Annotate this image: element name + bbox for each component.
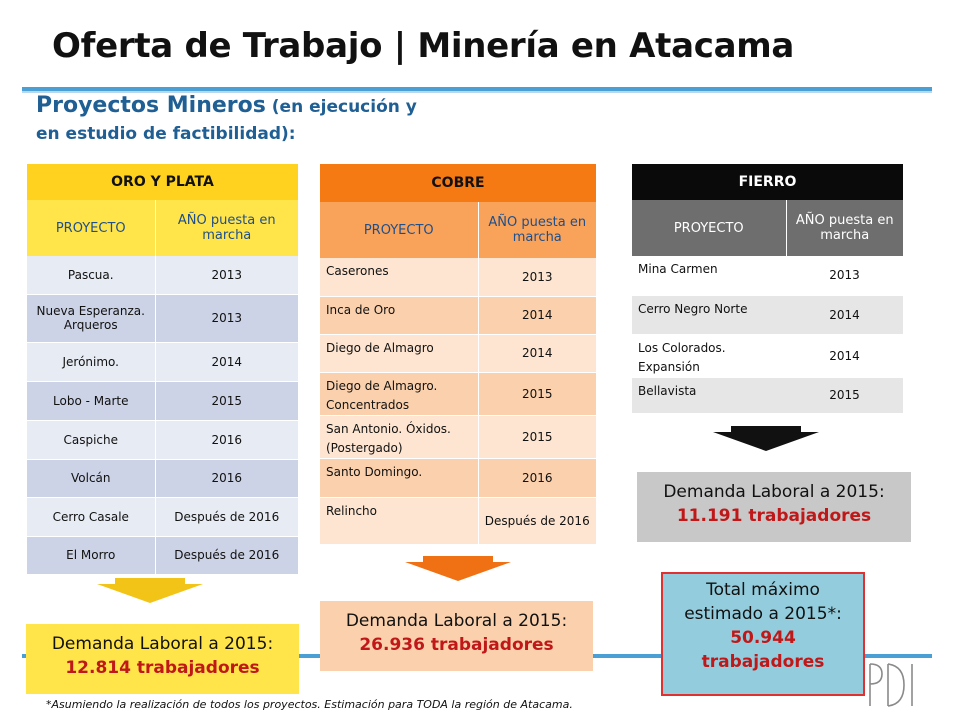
pdi-logo-icon <box>869 663 913 707</box>
project-year: 2015 <box>478 415 597 459</box>
project-year: 2014 <box>786 334 903 378</box>
fierro-demand-box: Demanda Laboral a 2015: 11.191 trabajado… <box>637 472 911 542</box>
cobre-header: COBRE <box>320 164 597 202</box>
cobre-down-arrow-icon <box>405 556 511 581</box>
project-name: Pascua. <box>27 256 156 295</box>
table-row: Mina Carmen 2013 <box>632 256 903 296</box>
oro-plata-header: ORO Y PLATA <box>27 164 299 200</box>
table-row: Diego de Almagro. Concentrados 2015 <box>320 372 597 416</box>
project-name: Nueva Esperanza. Arqueros <box>27 294 156 343</box>
title-divider <box>22 87 932 91</box>
oro-demand-label: Demanda Laboral a 2015: <box>51 634 274 654</box>
project-year: 2016 <box>478 458 597 498</box>
table-row: Volcán 2016 <box>27 459 299 498</box>
page-title: Oferta de Trabajo | Minería en Atacama <box>52 26 794 66</box>
project-year: 2013 <box>478 258 597 297</box>
oro-demand-value: 12.814 trabajadores <box>65 658 260 678</box>
project-year: 2014 <box>786 295 903 335</box>
project-year: 2015 <box>786 377 903 414</box>
project-name: Cerro Negro Norte <box>632 295 786 335</box>
table-row: Jerónimo. 2014 <box>27 342 299 382</box>
project-name: Volcán <box>27 459 156 498</box>
project-year: 2015 <box>155 381 299 421</box>
table-row: Diego de Almagro 2014 <box>320 334 597 373</box>
project-year: Después de 2016 <box>155 497 299 537</box>
project-name: Caspiche <box>27 420 156 460</box>
subtitle-line2: en estudio de factibilidad): <box>36 124 296 144</box>
footnote: *Asumiendo la realización de todos los p… <box>46 698 573 711</box>
table-row: Cerro Casale Después de 2016 <box>27 497 299 537</box>
cobre-table: COBRE PROYECTO AÑO puesta en marcha Case… <box>320 164 597 545</box>
oro-plata-table: ORO Y PLATA PROYECTO AÑO puesta en march… <box>27 164 299 575</box>
subtitle-main: Proyectos Mineros <box>36 93 266 118</box>
table-row: Nueva Esperanza. Arqueros 2013 <box>27 294 299 343</box>
fierro-down-arrow-icon <box>713 426 819 451</box>
total-value-unit: trabajadores <box>701 652 825 672</box>
table-row: Caserones 2013 <box>320 258 597 297</box>
cobre-demand-box: Demanda Laboral a 2015: 26.936 trabajado… <box>320 601 593 671</box>
total-value: 50.944 <box>730 628 796 648</box>
project-year: 2013 <box>786 256 903 296</box>
oro-down-arrow-icon <box>97 578 203 603</box>
oro-col-proyecto: PROYECTO <box>27 200 156 256</box>
project-name: San Antonio. Óxidos. (Postergado) <box>320 415 479 459</box>
project-year: Después de 2016 <box>155 536 299 575</box>
project-year: 2014 <box>478 296 597 335</box>
project-year: 2013 <box>155 294 299 343</box>
table-row: Los Colorados. Expansión 2014 <box>632 334 903 378</box>
table-row: Bellavista 2015 <box>632 377 903 414</box>
project-year: 2016 <box>155 459 299 498</box>
cobre-demand-label: Demanda Laboral a 2015: <box>345 611 568 631</box>
project-name: Jerónimo. <box>27 342 156 382</box>
fierro-col-ano: AÑO puesta en marcha <box>786 200 903 256</box>
table-row: Inca de Oro 2014 <box>320 296 597 335</box>
project-name: El Morro <box>27 536 156 575</box>
cobre-col-proyecto: PROYECTO <box>320 202 479 258</box>
subtitle-rest: (en ejecución y <box>271 97 417 117</box>
title-divider-shadow <box>22 91 932 93</box>
fierro-header: FIERRO <box>632 164 903 200</box>
table-row: El Morro Después de 2016 <box>27 536 299 575</box>
total-label-line1: Total máximo <box>706 580 820 600</box>
section-subtitle: Proyectos Mineros (en ejecución y en est… <box>36 92 476 148</box>
project-name: Santo Domingo. <box>320 458 479 498</box>
project-name: Bellavista <box>632 377 786 414</box>
project-name: Mina Carmen <box>632 256 786 296</box>
total-label-line2: estimado a 2015*: <box>684 604 842 624</box>
table-row: Relincho Después de 2016 <box>320 497 597 545</box>
table-row: Santo Domingo. 2016 <box>320 458 597 498</box>
project-name: Lobo - Marte <box>27 381 156 421</box>
project-name: Inca de Oro <box>320 296 479 335</box>
oro-col-ano: AÑO puesta en marcha <box>155 200 299 256</box>
total-estimate-box: Total máximo estimado a 2015*: 50.944 tr… <box>661 572 865 696</box>
table-row: Cerro Negro Norte 2014 <box>632 295 903 335</box>
fierro-col-proyecto: PROYECTO <box>632 200 787 256</box>
cobre-demand-value: 26.936 trabajadores <box>359 635 554 655</box>
project-year: 2013 <box>155 256 299 295</box>
project-name: Los Colorados. Expansión <box>632 334 786 378</box>
fierro-table: FIERRO PROYECTO AÑO puesta en marcha Min… <box>632 164 903 414</box>
table-row: San Antonio. Óxidos. (Postergado) 2015 <box>320 415 597 459</box>
table-row: Caspiche 2016 <box>27 420 299 460</box>
project-year: 2014 <box>478 334 597 373</box>
project-year: Después de 2016 <box>478 497 597 545</box>
fierro-demand-label: Demanda Laboral a 2015: <box>663 482 885 502</box>
project-name: Diego de Almagro. Concentrados <box>320 372 479 416</box>
project-name: Relincho <box>320 497 479 545</box>
table-row: Pascua. 2013 <box>27 256 299 295</box>
project-name: Cerro Casale <box>27 497 156 537</box>
project-year: 2016 <box>155 420 299 460</box>
table-row: Lobo - Marte 2015 <box>27 381 299 421</box>
cobre-col-ano: AÑO puesta en marcha <box>478 202 597 258</box>
project-year: 2015 <box>478 372 597 416</box>
fierro-demand-value: 11.191 trabajadores <box>676 506 872 526</box>
oro-demand-box: Demanda Laboral a 2015: 12.814 trabajado… <box>26 624 299 694</box>
project-name: Diego de Almagro <box>320 334 479 373</box>
project-year: 2014 <box>155 342 299 382</box>
project-name: Caserones <box>320 258 479 297</box>
